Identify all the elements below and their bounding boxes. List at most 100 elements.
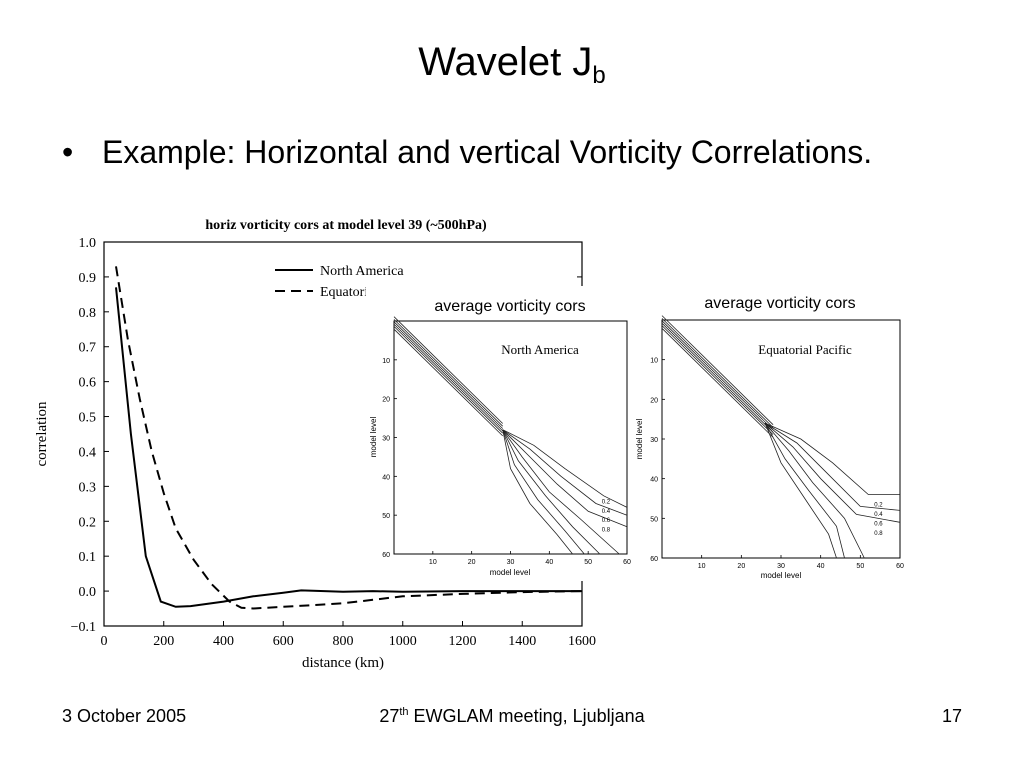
footer-meeting-text: EWGLAM meeting, Ljubljana xyxy=(408,706,645,726)
x-axis-ticks: 0 200 400 600 800 1000 1200 1400 1600 xyxy=(101,621,596,649)
contour-lines: 0.2 0.4 0.6 0.8 xyxy=(661,315,901,559)
contour-y-label: model level xyxy=(369,417,378,458)
y-tick-label: 0.1 xyxy=(79,550,97,565)
x-tick-label: 50 xyxy=(856,563,864,570)
y-tick-label: 50 xyxy=(382,513,390,520)
contour-line-diagonal xyxy=(661,325,774,435)
footer-page-number: 17 xyxy=(941,706,962,726)
legend-label: North America xyxy=(320,264,404,279)
footer-meeting-number: 27 xyxy=(379,706,400,726)
contour-line xyxy=(764,422,901,523)
contour-line-diagonal xyxy=(661,315,774,425)
y-tick-label: 40 xyxy=(382,474,390,481)
contour-y-label: model level xyxy=(635,419,644,460)
x-tick-label: 40 xyxy=(545,559,553,566)
contour-line xyxy=(764,422,865,559)
contour-value-label: 0.6 xyxy=(602,518,611,524)
series-group xyxy=(115,266,583,610)
contour-title: average vorticity cors xyxy=(434,298,585,315)
contour-title: average vorticity cors xyxy=(704,295,855,312)
contour-line xyxy=(502,429,628,528)
x-tick-label: 30 xyxy=(507,559,515,566)
series-line-north-america xyxy=(115,287,582,608)
bullet-item: • Example: Horizontal and vertical Vortic… xyxy=(62,134,872,171)
x-tick-label: 200 xyxy=(153,634,174,649)
y-tick-label: 1.0 xyxy=(79,236,97,251)
contour-x-label: model level xyxy=(761,571,802,580)
y-tick-label: 0.3 xyxy=(79,480,97,495)
chart-title: horiz vorticity cors at model level 39 (… xyxy=(205,218,487,233)
contour-panel-label: North America xyxy=(501,342,579,357)
y-tick-label: 0.4 xyxy=(79,445,97,460)
y-tick-label: 10 xyxy=(382,358,390,365)
contour-line xyxy=(502,429,573,555)
x-tick-label: 0 xyxy=(101,634,108,649)
footer-meeting-sup: th xyxy=(399,706,409,718)
contour-line-diagonal xyxy=(393,326,503,434)
y-tick-label: 60 xyxy=(650,556,658,563)
contour-ticks: 10 20 30 40 50 60 10 20 30 40 50 60 xyxy=(650,358,904,570)
y-tick-label: 30 xyxy=(382,436,390,443)
contour-chart-equatorial-pacific: average vorticity cors Equatorial Pacifi… xyxy=(635,295,904,580)
contour-line xyxy=(502,429,585,555)
y-tick-label: 0.0 xyxy=(79,585,97,600)
y-tick-label: 40 xyxy=(650,477,658,484)
contour-line-diagonal xyxy=(393,316,503,424)
contour-line-diagonal xyxy=(393,321,503,429)
contour-line xyxy=(764,422,900,495)
x-tick-label: 800 xyxy=(333,634,354,649)
x-tick-label: 50 xyxy=(584,559,592,566)
contour-line xyxy=(764,422,837,559)
contour-line xyxy=(502,429,628,508)
contour-line-diagonal xyxy=(393,319,503,427)
contour-line-diagonal xyxy=(661,318,774,428)
x-tick-label: 20 xyxy=(737,563,745,570)
x-axis-label: distance (km) xyxy=(302,655,384,671)
y-tick-label: 20 xyxy=(650,397,658,404)
slide-title: Wavelet Jb xyxy=(0,40,1024,90)
slide-title-main: Wavelet J xyxy=(418,40,593,84)
contour-line xyxy=(764,422,845,559)
x-tick-label: 1600 xyxy=(568,634,596,649)
y-tick-label: 0.6 xyxy=(79,376,97,391)
footer-meeting: 27th EWGLAM meeting, Ljubljana xyxy=(0,706,1024,727)
y-axis-label: correlation xyxy=(34,401,50,466)
y-tick-label: 0.7 xyxy=(79,341,97,356)
contour-line-diagonal xyxy=(661,322,774,433)
contour-line-diagonal xyxy=(393,323,503,432)
contour-line-diagonal xyxy=(661,328,774,438)
slide-title-subscript: b xyxy=(592,62,606,89)
contour-x-label: model level xyxy=(490,568,531,577)
contour-ticks: 10 20 30 40 50 60 10 20 30 40 50 60 xyxy=(382,358,631,566)
contour-value-label: 0.4 xyxy=(874,512,883,518)
x-tick-label: 400 xyxy=(213,634,234,649)
y-tick-label: 0.9 xyxy=(79,271,97,286)
x-tick-label: 1000 xyxy=(389,634,417,649)
x-tick-label: 10 xyxy=(429,559,437,566)
x-tick-label: 600 xyxy=(273,634,294,649)
contour-lines: 0.2 0.4 0.6 0.8 xyxy=(393,316,628,555)
contour-line-diagonal xyxy=(661,320,774,431)
x-tick-label: 60 xyxy=(896,563,904,570)
x-tick-label: 40 xyxy=(817,563,825,570)
contour-value-label: 0.2 xyxy=(602,500,611,506)
series-line-equatorial-pacific xyxy=(115,266,583,610)
y-tick-label: 50 xyxy=(650,516,658,523)
contour-value-label: 0.8 xyxy=(874,531,883,537)
contour-value-label: 0.2 xyxy=(874,502,883,508)
contour-line xyxy=(502,429,601,555)
contour-line-diagonal xyxy=(393,328,503,437)
y-tick-label: −0.1 xyxy=(71,620,96,635)
x-tick-label: 20 xyxy=(468,559,476,566)
bullet-symbol: • xyxy=(62,134,74,170)
x-tick-label: 1400 xyxy=(508,634,536,649)
contour-line xyxy=(502,429,628,516)
y-tick-label: 20 xyxy=(382,397,390,404)
bullet-text: Example: Horizontal and vertical Vortici… xyxy=(102,134,873,170)
contour-value-label: 0.4 xyxy=(602,509,611,515)
contour-value-label: 0.6 xyxy=(874,521,883,527)
x-tick-label: 60 xyxy=(623,559,631,566)
contour-chart-north-america: average vorticity cors North America 10 2… xyxy=(366,286,638,581)
contour-line xyxy=(502,429,620,555)
